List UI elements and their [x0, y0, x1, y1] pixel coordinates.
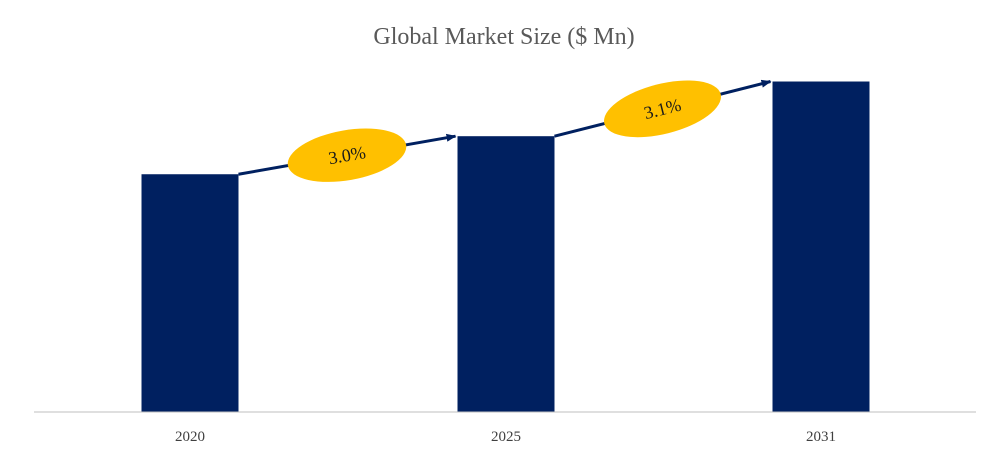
bar-2031: [772, 81, 870, 412]
chart-title: Global Market Size ($ Mn): [373, 24, 634, 50]
cagr-badge-2: 3.1%: [604, 80, 721, 138]
x-tick-label-2031: 2031: [806, 429, 836, 445]
cagr-annotations: 3.0% 3.1%: [238, 79, 772, 182]
x-tick-labels: 2020 2025 2031: [175, 429, 836, 445]
x-tick-label-2025: 2025: [491, 429, 521, 445]
cagr-badge-1: 3.0%: [287, 128, 407, 182]
cagr-ellipse-2: [604, 80, 721, 138]
bars-layer: [141, 81, 870, 412]
x-tick-label-2020: 2020: [175, 429, 205, 445]
bar-2020: [141, 174, 239, 412]
bar-2025: [457, 136, 555, 412]
cagr-ellipse-1: [287, 128, 407, 182]
